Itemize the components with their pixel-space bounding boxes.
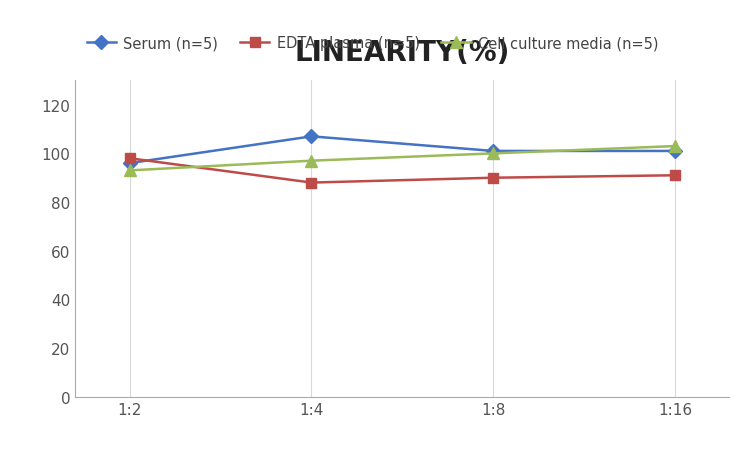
Line: EDTA plasma (n=5): EDTA plasma (n=5) [125,154,680,188]
Line: Cell culture media (n=5): Cell culture media (n=5) [124,141,681,177]
Serum (n=5) [671,149,680,154]
Serum (n=5) [125,161,134,166]
Cell culture media (n=5) [307,159,316,164]
EDTA plasma (n=5) [671,173,680,179]
Serum (n=5) [489,149,498,154]
Serum (n=5) [307,134,316,140]
Cell culture media (n=5) [125,168,134,174]
Title: LINEARITY(%): LINEARITY(%) [295,38,510,66]
EDTA plasma (n=5) [125,156,134,161]
Legend: Serum (n=5), EDTA plasma (n=5), Cell culture media (n=5): Serum (n=5), EDTA plasma (n=5), Cell cul… [83,32,663,55]
Cell culture media (n=5) [489,152,498,157]
Line: Serum (n=5): Serum (n=5) [125,132,680,169]
EDTA plasma (n=5) [307,180,316,186]
Cell culture media (n=5) [671,144,680,149]
EDTA plasma (n=5) [489,175,498,181]
